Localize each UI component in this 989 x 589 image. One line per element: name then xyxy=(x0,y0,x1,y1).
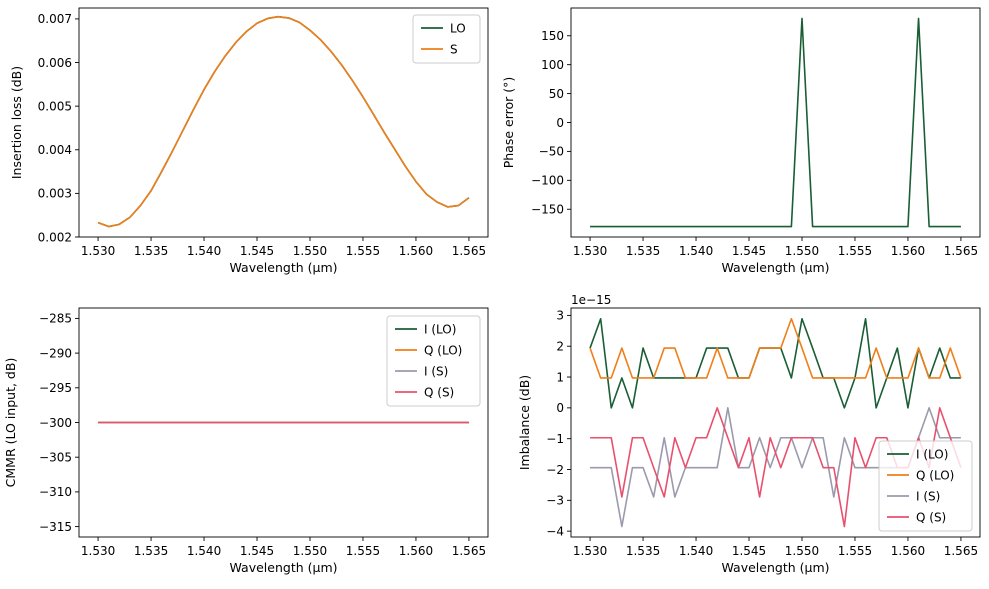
x-tick-label: 1.545 xyxy=(732,244,766,258)
x-tick-label: 1.535 xyxy=(626,544,660,558)
x-tick-label: 1.565 xyxy=(452,544,486,558)
x-tick-label: 1.560 xyxy=(891,544,925,558)
x-tick-label: 1.555 xyxy=(346,544,380,558)
x-tick-label: 1.530 xyxy=(81,244,115,258)
x-tick-label: 1.565 xyxy=(944,244,978,258)
y-tick-label: 3 xyxy=(556,309,564,323)
x-tick-label: 1.530 xyxy=(573,244,607,258)
y-tick-label: 0 xyxy=(556,401,564,415)
y-tick-label: 0.007 xyxy=(38,12,72,26)
series-line-1 xyxy=(590,17,961,228)
y-tick-label: −295 xyxy=(39,381,72,395)
y-tick-label: 1 xyxy=(556,370,564,384)
x-tick-label: 1.535 xyxy=(134,544,168,558)
y-tick-label: 0.004 xyxy=(38,143,72,157)
legend: LO S xyxy=(412,14,481,64)
x-tick-label: 1.550 xyxy=(785,244,819,258)
x-tick-label: 1.545 xyxy=(240,244,274,258)
offset-label: 1e−15 xyxy=(571,293,611,307)
x-tick-label: 1.560 xyxy=(399,244,433,258)
y-tick-label: −100 xyxy=(531,174,564,188)
subplot-1: 1.530 1.535 1.540 1.545 1.550 1.555 1.560 1.565… xyxy=(9,7,489,275)
x-tick-label: 1.530 xyxy=(573,544,607,558)
y-tick-label: 0.002 xyxy=(38,230,72,244)
x-tick-label: 1.550 xyxy=(293,244,327,258)
x-tick-label: 1.540 xyxy=(187,544,221,558)
x-tick-label: 1.540 xyxy=(187,244,221,258)
x-tick-label: 1.535 xyxy=(626,244,660,258)
y-tick-label: −150 xyxy=(531,203,564,217)
y-tick-label: 0.005 xyxy=(38,99,72,113)
legend: I (LO) Q (LO) I (S) Q (S) xyxy=(386,315,481,407)
y-axis-label: Imbalance (dB) xyxy=(517,375,532,470)
x-axis-label: Wavelength (µm) xyxy=(721,260,829,275)
y-tick-label: 150 xyxy=(541,29,564,43)
y-tick-label: −300 xyxy=(39,416,72,430)
x-tick-label: 1.540 xyxy=(679,244,713,258)
x-tick-label: 1.550 xyxy=(785,544,819,558)
axes-frame xyxy=(78,7,489,238)
x-tick-label: 1.530 xyxy=(81,544,115,558)
legend-entry: I (S) xyxy=(916,489,940,503)
x-tick-label: 1.555 xyxy=(838,244,872,258)
y-tick-label: −4 xyxy=(546,524,564,538)
axes-frame xyxy=(570,7,981,238)
series-line-2 xyxy=(589,317,962,379)
x-tick-label: 1.555 xyxy=(838,544,872,558)
x-tick-label: 1.555 xyxy=(346,244,380,258)
legend-entry: I (LO) xyxy=(916,447,948,461)
y-tick-label: −3 xyxy=(546,494,564,508)
x-tick-label: 1.545 xyxy=(240,544,274,558)
y-tick-label: −50 xyxy=(539,145,564,159)
x-axis-label: Wavelength (µm) xyxy=(721,560,829,575)
legend-entry: Q (LO) xyxy=(424,343,462,357)
legend-entry: Q (LO) xyxy=(916,468,954,482)
subplot-3: 1.530 1.535 1.540 1.545 1.550 1.555 1.560 1.565… xyxy=(3,307,489,575)
y-tick-label: 50 xyxy=(549,87,564,101)
y-tick-label: −305 xyxy=(39,450,72,464)
y-tick-label: −290 xyxy=(39,346,72,360)
x-tick-label: 1.560 xyxy=(891,244,925,258)
legend-entry: Q (S) xyxy=(424,385,454,399)
x-tick-label: 1.550 xyxy=(293,544,327,558)
y-axis-label: Insertion loss (dB) xyxy=(9,66,24,179)
legend-entry: I (S) xyxy=(424,364,448,378)
y-tick-label: −285 xyxy=(39,312,72,326)
y-tick-label: 0.006 xyxy=(38,56,72,70)
legend-entry: S xyxy=(450,42,458,56)
y-tick-label: 100 xyxy=(541,58,564,72)
series-line-2 xyxy=(97,15,470,228)
legend-box xyxy=(878,440,973,532)
y-axis-label: Phase error (°) xyxy=(501,77,516,169)
legend-entry: LO xyxy=(450,21,466,35)
legend-entry: I (LO) xyxy=(424,322,456,336)
y-axis-label: CMMR (LO input, dB) xyxy=(3,358,18,488)
legend: I (LO) Q (LO) I (S) Q (S) xyxy=(878,440,973,532)
axes-frame xyxy=(570,307,981,538)
subplot-2: 1.530 1.535 1.540 1.545 1.550 1.555 1.560 1.565… xyxy=(501,7,981,275)
x-tick-label: 1.565 xyxy=(452,244,486,258)
series-group xyxy=(590,17,961,228)
subplot-4: 1.530 1.535 1.540 1.545 1.550 1.555 1.560 1.565… xyxy=(517,293,981,575)
legend-box xyxy=(412,14,481,64)
y-tick-label: −310 xyxy=(39,485,72,499)
y-tick-label: 0.003 xyxy=(38,187,72,201)
legend-box xyxy=(386,315,481,407)
y-tick-label: −2 xyxy=(546,463,564,477)
legend-entry: Q (S) xyxy=(916,510,946,524)
x-tick-label: 1.565 xyxy=(944,544,978,558)
x-axis-label: Wavelength (µm) xyxy=(229,560,337,575)
series-line-1 xyxy=(589,317,961,409)
x-tick-label: 1.540 xyxy=(679,544,713,558)
y-tick-label: −315 xyxy=(39,520,72,534)
x-tick-label: 1.545 xyxy=(732,544,766,558)
y-tick-label: 2 xyxy=(556,340,564,354)
series-group xyxy=(97,15,470,228)
y-tick-label: 0 xyxy=(556,116,564,130)
x-tick-label: 1.535 xyxy=(134,244,168,258)
x-axis-label: Wavelength (µm) xyxy=(229,260,337,275)
x-tick-label: 1.560 xyxy=(399,544,433,558)
y-tick-label: −1 xyxy=(546,432,564,446)
